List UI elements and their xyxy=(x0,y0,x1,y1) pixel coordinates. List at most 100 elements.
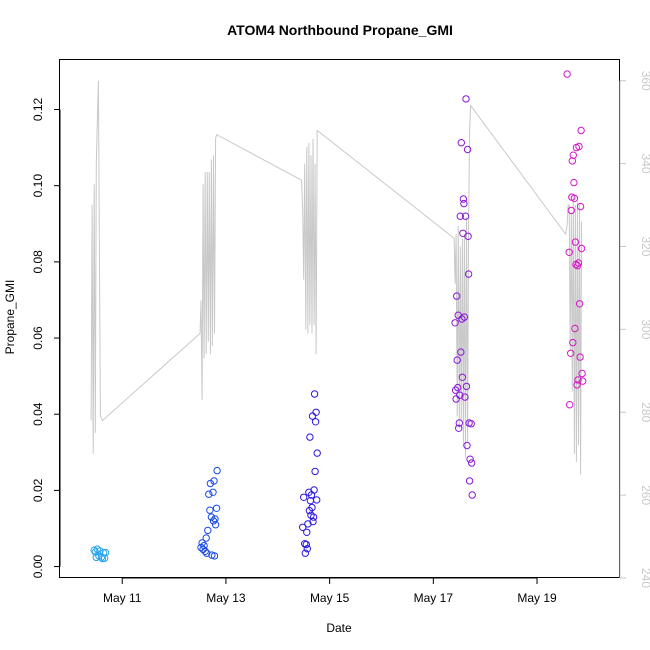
axes-layer: May 11 May 13 May 15 May 17 May 19 0.00 0.02 0.… xyxy=(31,71,650,605)
y-tick-label: 0.00 xyxy=(31,555,45,579)
data-point xyxy=(311,467,319,476)
data-point xyxy=(453,292,461,300)
data-point xyxy=(313,449,321,457)
data-point xyxy=(302,540,310,549)
data-point xyxy=(213,466,221,475)
data-point xyxy=(212,504,221,512)
data-point xyxy=(303,528,311,536)
y-tick-label: 0.10 xyxy=(31,174,45,198)
data-point xyxy=(461,393,469,401)
data-point xyxy=(569,151,577,159)
scatter-points-layer xyxy=(90,70,587,563)
data-point xyxy=(308,503,316,512)
data-point xyxy=(451,319,459,327)
data-point xyxy=(462,95,470,103)
data-point xyxy=(210,477,218,485)
data-point xyxy=(573,381,581,389)
data-point xyxy=(466,455,474,463)
data-point xyxy=(566,401,574,409)
right-axis-tick-label: 240 xyxy=(639,568,650,588)
data-point xyxy=(460,313,469,321)
data-point xyxy=(458,373,467,381)
data-point xyxy=(209,488,217,496)
data-point xyxy=(203,549,211,557)
x-tick-label: May 19 xyxy=(517,591,557,605)
data-point xyxy=(211,515,219,523)
data-point xyxy=(310,486,318,494)
data-point xyxy=(453,356,461,364)
right-axis-tick-label: 340 xyxy=(639,154,650,174)
data-point xyxy=(301,549,309,557)
right-axis-tick-label: 280 xyxy=(639,402,650,422)
y-tick-label: 0.08 xyxy=(31,250,45,274)
secondary-trace-line xyxy=(90,80,583,475)
data-point xyxy=(210,552,219,560)
data-point xyxy=(461,212,470,220)
data-point xyxy=(311,418,320,426)
data-point xyxy=(456,391,464,399)
data-point xyxy=(465,477,474,485)
data-point xyxy=(462,382,471,391)
plot-frame xyxy=(59,59,620,578)
right-axis-tick-label: 300 xyxy=(639,319,650,339)
data-point xyxy=(457,139,465,147)
data-point xyxy=(207,513,216,521)
data-point xyxy=(100,554,109,562)
data-point xyxy=(467,420,475,428)
data-point xyxy=(463,145,472,154)
data-point xyxy=(101,548,110,557)
data-point xyxy=(567,206,575,215)
data-point xyxy=(456,212,464,220)
data-point xyxy=(468,459,476,467)
chart-title: ATOM4 Northbound Propane_GMI xyxy=(227,22,453,38)
data-point xyxy=(563,70,571,78)
data-point xyxy=(205,490,213,498)
data-point xyxy=(568,157,576,165)
x-tick-label: May 17 xyxy=(414,591,454,605)
data-point xyxy=(464,270,473,278)
data-point xyxy=(577,126,585,135)
data-point xyxy=(567,349,575,357)
data-point xyxy=(459,195,468,203)
data-point xyxy=(571,238,580,246)
data-point xyxy=(576,353,584,361)
data-point xyxy=(455,424,463,432)
right-axis-tick-label: 360 xyxy=(639,71,650,91)
data-point xyxy=(309,517,317,526)
data-point xyxy=(457,348,465,356)
y-axis-label: Propane_GMI xyxy=(3,280,17,355)
data-point xyxy=(574,259,583,267)
data-point xyxy=(570,178,578,187)
data-point xyxy=(576,202,585,211)
secondary-trace-layer xyxy=(90,80,583,475)
data-point xyxy=(468,491,476,499)
data-point xyxy=(452,395,460,403)
data-point xyxy=(579,377,587,385)
y-tick-label: 0.04 xyxy=(31,402,45,426)
data-point xyxy=(463,441,471,450)
data-point xyxy=(569,338,577,347)
data-point xyxy=(570,194,579,203)
data-point xyxy=(201,547,209,555)
data-point xyxy=(206,506,214,514)
data-point xyxy=(202,534,210,542)
data-point xyxy=(454,383,462,392)
data-point xyxy=(306,433,314,441)
data-point xyxy=(299,523,307,531)
data-point xyxy=(313,496,321,504)
data-point xyxy=(464,232,472,241)
data-point xyxy=(204,526,212,535)
right-axis-tick-label: 260 xyxy=(639,485,650,505)
data-point xyxy=(565,248,573,257)
data-point xyxy=(312,408,320,416)
x-tick-label: May 13 xyxy=(206,591,246,605)
x-axis-label: Date xyxy=(326,621,352,635)
y-tick-label: 0.06 xyxy=(31,326,45,350)
data-point xyxy=(455,419,463,427)
data-point xyxy=(211,521,220,529)
data-point xyxy=(571,324,579,333)
data-point xyxy=(200,541,208,550)
data-point xyxy=(309,513,318,521)
data-point xyxy=(303,545,311,553)
